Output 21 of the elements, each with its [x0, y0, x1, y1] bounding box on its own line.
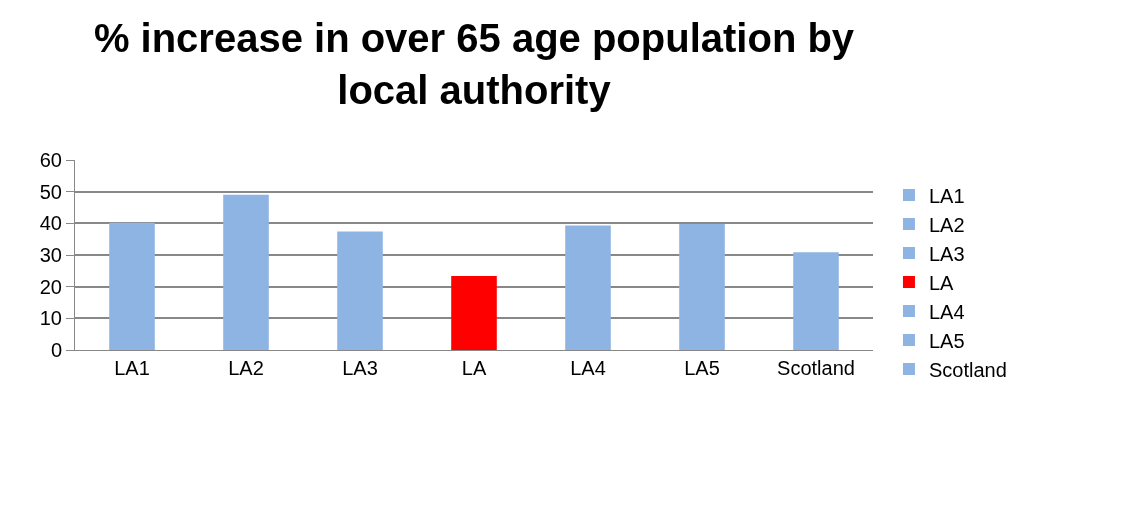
y-tick-label: 10: [39, 307, 62, 330]
legend-label: LA: [928, 271, 955, 294]
legend-label: LA5: [928, 329, 965, 352]
legend-label: LA1: [928, 184, 965, 207]
x-tick-label: LA: [461, 357, 487, 379]
x-tick-label: LA4: [570, 357, 606, 379]
legend-label: LA3: [928, 242, 965, 265]
legend-label: LA2: [928, 213, 965, 236]
y-tick-label: 40: [39, 212, 62, 235]
x-tick-label: LA1: [114, 357, 150, 379]
x-tick-label: LA3: [342, 357, 378, 379]
y-tick-label: 50: [39, 180, 62, 203]
x-tick-label: Scotland: [777, 357, 855, 379]
y-tick-label: 30: [39, 244, 62, 266]
y-tick-label: 60: [39, 149, 62, 171]
legend-label: LA4: [928, 300, 965, 323]
x-tick-label: LA5: [684, 357, 720, 379]
y-tick-label: 20: [39, 275, 62, 298]
x-tick-label: LA2: [228, 357, 264, 379]
y-tick-label: 0: [50, 339, 62, 361]
chart-title: % increase in over 65 age population by local authority: [93, 15, 855, 112]
